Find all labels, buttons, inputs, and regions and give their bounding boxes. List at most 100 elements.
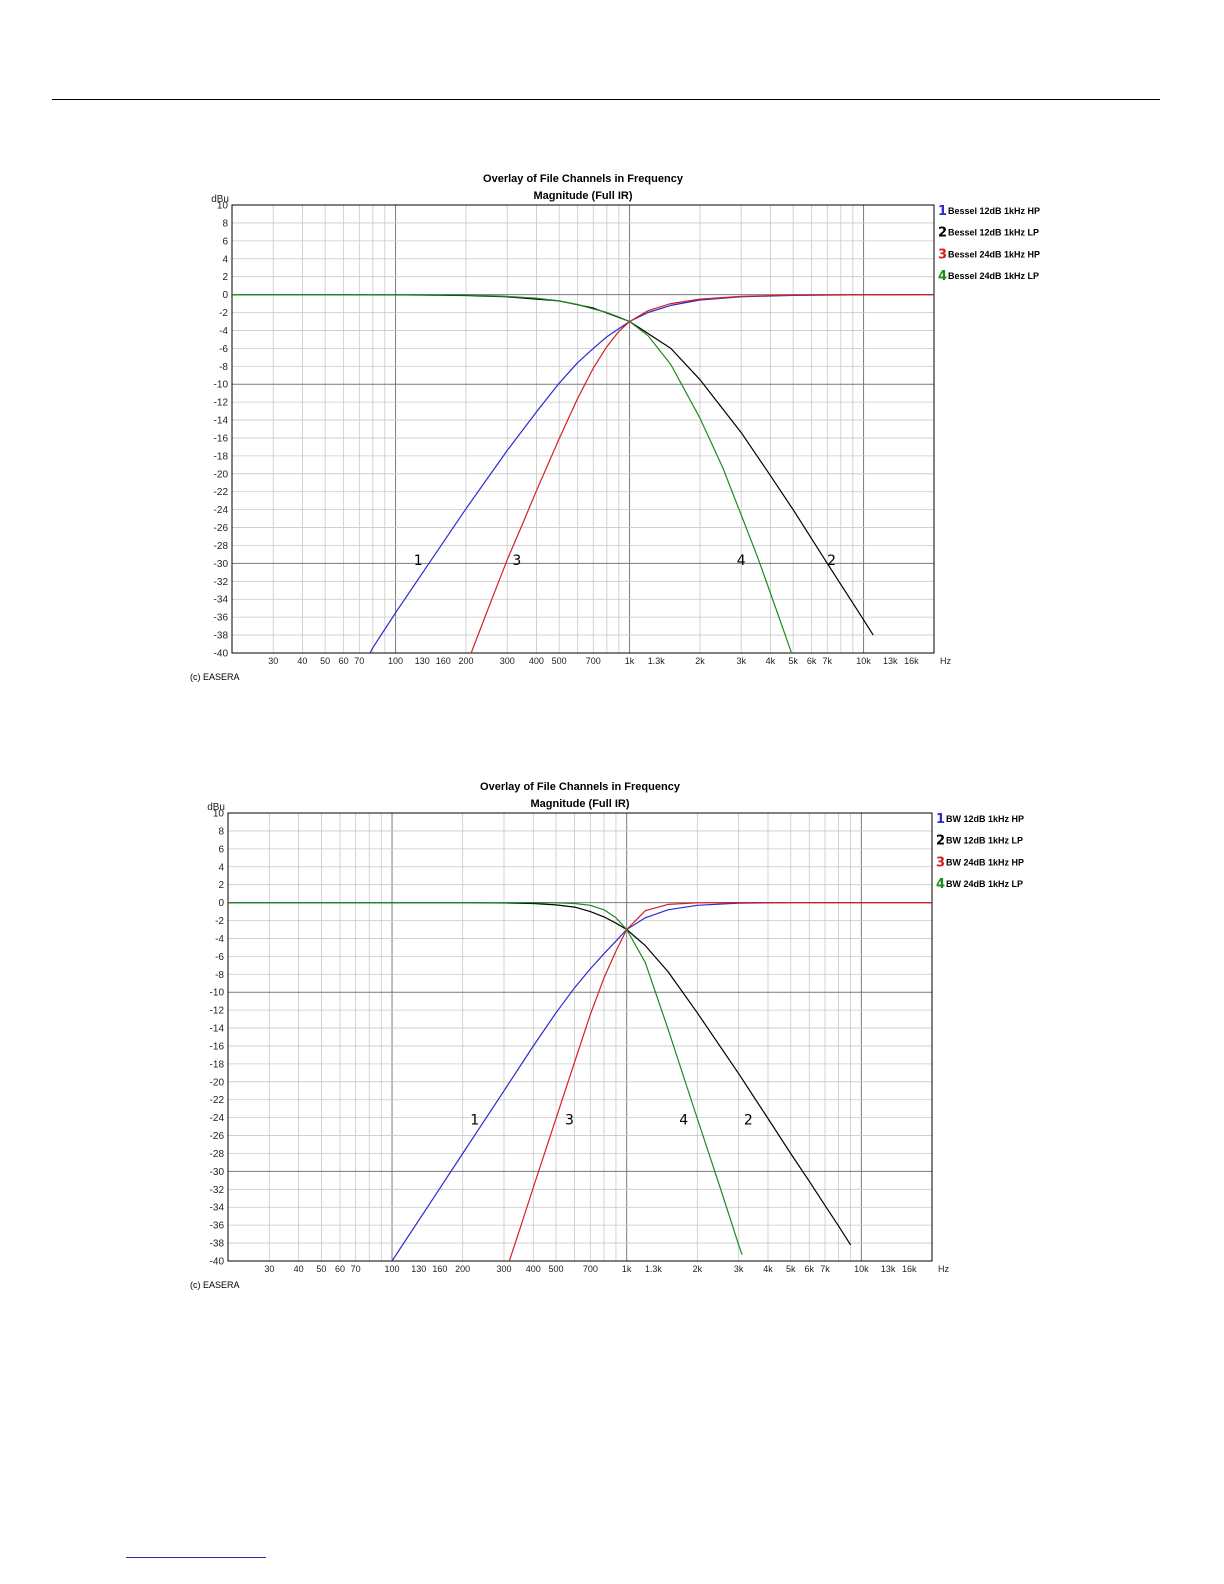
y-tick-label: -8 [219,362,228,373]
legend-number: 2 [938,226,947,241]
x-tick-label: 2k [693,1264,703,1274]
bessel-crossover-chart: Overlay of File Channels in Frequency Mag… [180,168,1080,688]
x-tick-label: 60 [339,656,349,666]
legend-entry: Bessel 24dB 1kHz HP [948,249,1040,259]
plot-frame [231,204,935,654]
y-tick-label: 10 [217,201,229,212]
y-axis-label: dBu [211,194,229,205]
y-tick-label: 6 [222,236,228,247]
x-tick-label: 13k [883,656,898,666]
y-tick-label: -6 [215,952,224,963]
legend-number: 2 [936,834,945,849]
legend-number: 3 [938,247,947,262]
series-group [232,293,934,653]
x-tick-label: 5k [788,656,798,666]
x-tick-label: 3k [734,1264,744,1274]
y-tick-label: -14 [210,1024,225,1035]
y-tick-label: -12 [210,1006,225,1017]
x-tick-label: 160 [432,1264,447,1274]
top-horizontal-rule [52,99,1160,100]
legend-entry: BW 24dB 1kHz LP [946,879,1023,889]
y-tick-label: 10 [213,809,225,820]
y-tick-label: -18 [214,451,229,462]
x-tick-label: 40 [294,1264,304,1274]
y-tick-label: -28 [210,1149,225,1160]
x-tick-label: 4k [763,1264,773,1274]
y-tick-label: -30 [214,559,229,570]
y-tick-label: -22 [210,1095,225,1106]
x-tick-label: 13k [881,1264,896,1274]
x-tick-label: 1k [625,656,635,666]
x-tick-label: 7k [820,1264,830,1274]
y-tick-label: 2 [218,880,224,891]
x-tick-label: 100 [385,1264,400,1274]
x-tick-label: 500 [552,656,567,666]
x-tick-label: 700 [583,1264,598,1274]
x-tick-label: 40 [297,656,307,666]
y-tick-label: -2 [219,308,228,319]
legend-entry: Bessel 24dB 1kHz LP [948,271,1039,281]
x-tick-label: 50 [316,1264,326,1274]
curve-label-3: 3 [512,553,521,569]
x-tick-label: 100 [388,656,403,666]
curve-label-2: 2 [744,1112,753,1128]
y-tick-label: -4 [215,934,224,945]
y-tick-label: -16 [210,1041,225,1052]
x-tick-label: 4k [766,656,776,666]
y-tick-label: -26 [214,523,229,534]
x-tick-label: 5k [786,1264,796,1274]
x-tick-label: 6k [805,1264,815,1274]
curve-label-2: 2 [827,553,836,569]
x-tick-label: 160 [436,656,451,666]
chart-title: Overlay of File Channels in Frequency [483,173,684,185]
y-tick-label: -22 [214,487,229,498]
y-tick-label: 0 [222,290,228,301]
chart-title: Overlay of File Channels in Frequency [480,781,681,793]
x-tick-label: 16k [904,656,919,666]
y-tick-label: 4 [218,862,224,873]
y-tick-label: -10 [214,380,229,391]
y-tick-label: -28 [214,541,229,552]
y-tick-label: -40 [210,1257,225,1268]
plot-area [232,205,934,653]
series-line-4 [232,293,793,653]
x-axis-label: Hz [940,656,951,666]
x-tick-label: 1.3k [645,1264,663,1274]
copyright-label: (c) EASERA [190,1280,240,1290]
x-tick-label: 30 [268,656,278,666]
y-tick-label: -14 [214,416,229,427]
y-tick-label: -36 [210,1221,225,1232]
plot-area [228,813,932,1261]
x-tick-label: 300 [496,1264,511,1274]
x-tick-label: 10k [854,1264,869,1274]
y-tick-label: 4 [222,254,228,265]
legend: 1 BW 12dB 1kHz HP2 BW 12dB 1kHz LP3 BW 24dB… [936,812,1024,892]
x-tick-label: 700 [586,656,601,666]
y-tick-label: -18 [210,1059,225,1070]
y-tick-label: -38 [214,631,229,642]
y-tick-label: 2 [222,272,228,283]
y-tick-label: -8 [215,970,224,981]
y-tick-label: -34 [214,595,229,606]
x-tick-label: 70 [354,656,364,666]
curve-label-1: 1 [470,1112,479,1128]
series-line-4 [228,901,743,1255]
legend-number: 1 [938,204,947,219]
legend-number: 1 [936,812,945,827]
series-line-3 [470,293,934,653]
x-tick-label: 1k [622,1264,632,1274]
x-tick-label: 500 [549,1264,564,1274]
x-tick-label: 130 [415,656,430,666]
y-tick-label: 6 [218,844,224,855]
y-tick-label: 8 [222,218,228,229]
footnote-rule [126,1557,266,1558]
y-tick-label: -34 [210,1203,225,1214]
x-tick-label: 10k [856,656,871,666]
y-tick-label: -4 [219,326,228,337]
copyright-label: (c) EASERA [190,672,240,682]
x-tick-label: 400 [526,1264,541,1274]
x-tick-label: 300 [500,656,515,666]
butterworth-crossover-chart: Overlay of File Channels in Frequency Mag… [180,776,1080,1296]
x-tick-label: 200 [455,1264,470,1274]
legend-number: 3 [936,855,945,870]
